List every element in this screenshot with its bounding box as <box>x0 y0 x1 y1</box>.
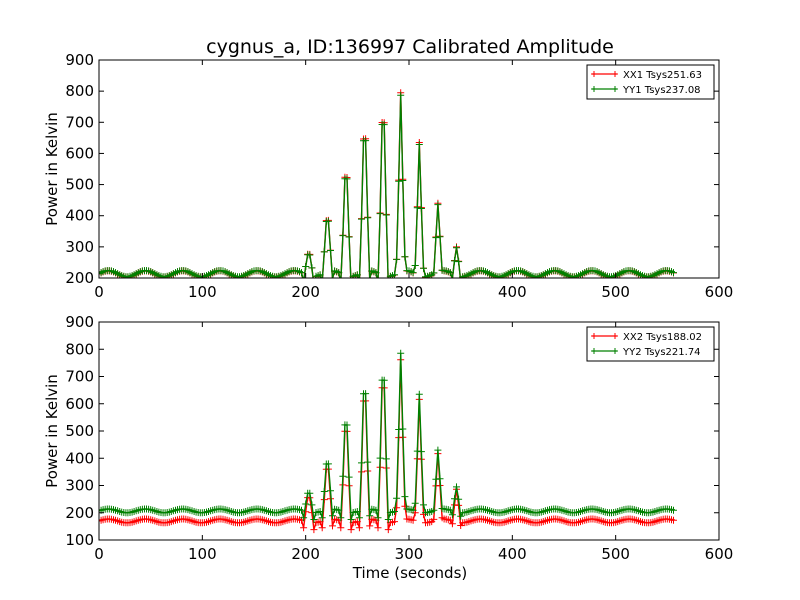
x-tick-label: 200 <box>291 283 320 301</box>
y-tick-label: 800 <box>65 340 94 358</box>
x-tick-label: 200 <box>291 545 320 563</box>
y-tick-label: 300 <box>65 477 94 495</box>
x-tick-label: 500 <box>601 545 630 563</box>
y-tick-label: 200 <box>65 269 94 287</box>
figure-title: cygnus_a, ID:136997 Calibrated Amplitude <box>206 36 614 58</box>
y-tick-label: 400 <box>65 207 94 225</box>
top-panel: 0 100 200 300 400 500 600 200 300 400 500 600 700 800… <box>43 51 733 301</box>
x-tick-label: 400 <box>498 283 527 301</box>
legend-marker <box>591 86 618 92</box>
legend-box <box>586 326 715 362</box>
y-tick-label: 700 <box>65 368 94 386</box>
series-markers-2 <box>99 349 677 523</box>
x-tick-label: 300 <box>395 283 424 301</box>
y-tick-label: 500 <box>65 422 94 440</box>
x-tick-label: 0 <box>94 283 104 301</box>
x-tick-label: 600 <box>705 545 734 563</box>
x-tick-label: 400 <box>498 545 527 563</box>
series-markers-2 <box>99 91 677 278</box>
y-tick-label: 600 <box>65 395 94 413</box>
x-tick-label: 600 <box>705 283 734 301</box>
legend: XX2 Tsys188.02 YY2 Tsys221.74 <box>586 326 715 362</box>
y-tick-label: 900 <box>65 313 94 331</box>
y-tick-label: 500 <box>65 176 94 194</box>
x-tick-label: 500 <box>601 283 630 301</box>
x-tick-label: 100 <box>188 545 217 563</box>
legend-marker <box>591 333 618 339</box>
x-tick-label: 0 <box>94 545 104 563</box>
y-tick-label: 900 <box>65 51 94 69</box>
y-tick-label: 300 <box>65 238 94 256</box>
legend-marker <box>591 348 618 354</box>
legend-box <box>586 64 715 100</box>
legend-label: XX2 Tsys188.02 <box>623 332 702 343</box>
legend-label: XX1 Tsys251.63 <box>623 70 702 81</box>
y-tick-label: 800 <box>65 82 94 100</box>
y-tick-label: 200 <box>65 504 94 522</box>
bottom-panel: 0 100 200 300 400 500 600100200300400500600700… <box>43 313 733 563</box>
y-tick-label: 400 <box>65 449 94 467</box>
legend-label: YY2 Tsys221.74 <box>622 347 701 358</box>
x-axis-label: Time (seconds) <box>352 564 468 582</box>
y-axis-label: Power in Kelvin <box>43 112 61 226</box>
series-group <box>99 89 677 278</box>
legend-marker <box>591 71 618 77</box>
series-group <box>99 349 677 534</box>
x-tick-label: 100 <box>188 283 217 301</box>
y-tick-label: 100 <box>65 531 94 549</box>
x-tick-label: 300 <box>395 545 424 563</box>
legend: XX1 Tsys251.63 YY1 Tsys237.08 <box>586 64 715 100</box>
y-axis-label: Power in Kelvin <box>43 374 61 488</box>
y-tick-label: 700 <box>65 113 94 131</box>
legend-label: YY1 Tsys237.08 <box>622 85 701 96</box>
y-tick-label: 600 <box>65 144 94 162</box>
